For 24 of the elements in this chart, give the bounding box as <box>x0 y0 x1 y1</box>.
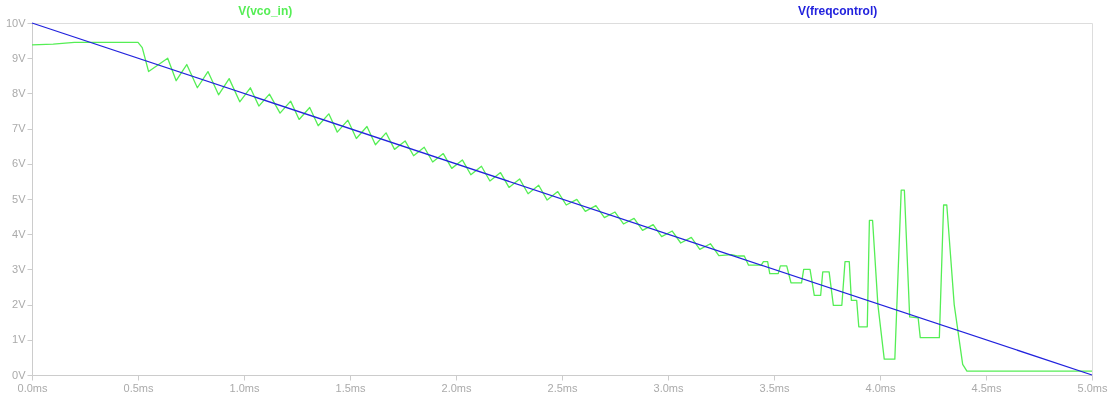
y-tick-label: 4V <box>12 227 27 240</box>
x-tick-label: 0.0ms <box>17 381 48 394</box>
text: V(freqcontrol) <box>797 4 878 18</box>
x-tick-label: 1.5ms <box>335 381 366 394</box>
x-tick-label: 0.5ms <box>123 381 154 394</box>
y-tick-label: 6V <box>12 157 27 170</box>
x-tick-label: 3.5ms <box>759 381 790 394</box>
x-tick-label: 4.0ms <box>865 381 896 394</box>
y-tick-label: 9V <box>12 51 27 64</box>
x-tick-label: 4.5ms <box>971 381 1002 394</box>
y-tick-label: 5V <box>12 192 27 205</box>
y-tick-label: 7V <box>12 122 27 135</box>
y-tick-label: 2V <box>12 298 27 311</box>
y-tick-label: 3V <box>12 262 27 275</box>
x-tick-label: 1.0ms <box>229 381 260 394</box>
x-tick-label: 2.5ms <box>547 381 578 394</box>
x-tick-label: 3.0ms <box>653 381 684 394</box>
x-tick-label: 5.0ms <box>1077 381 1108 394</box>
y-tick-label: 0V <box>12 368 27 381</box>
y-tick-label: 1V <box>12 333 27 346</box>
x-tick-label: 2.0ms <box>441 381 472 394</box>
y-tick-label: 8V <box>12 86 27 99</box>
y-tick-label: 10V <box>5 16 27 29</box>
text: V(vco_in) <box>238 4 293 18</box>
